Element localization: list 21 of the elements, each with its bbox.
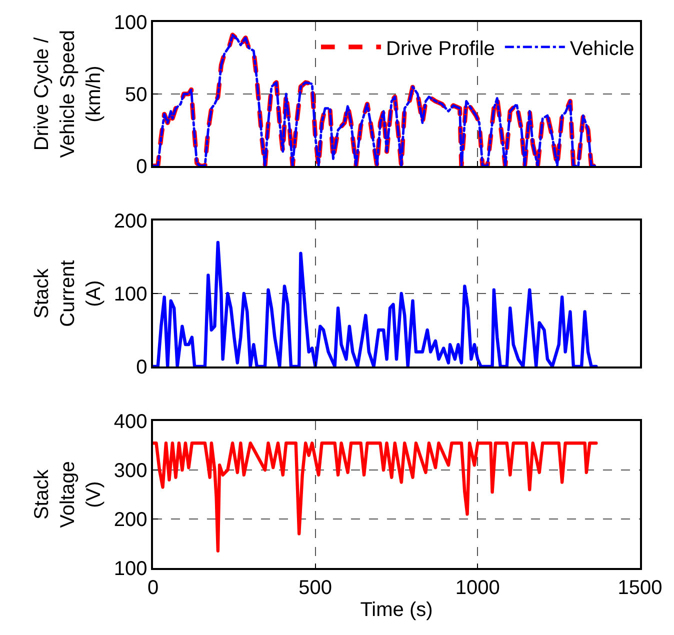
y-tick-label: 200: [114, 509, 148, 532]
y-tick-label: 100: [114, 284, 148, 306]
y-tick-label: 100: [114, 12, 148, 34]
x-tick-label: 500: [298, 576, 332, 599]
legend-label: Vehicle: [570, 38, 634, 60]
y-axis-title: Stack Current (A): [30, 260, 105, 327]
y-axis-title: Drive Cycle / Vehicle Speed (km/h): [30, 30, 105, 158]
y-tick-label: 300: [114, 460, 148, 482]
line-series: [153, 442, 598, 552]
y-tick-label: 100: [114, 558, 148, 580]
y-tick-label: 200: [114, 210, 148, 233]
y-tick-label: 50: [125, 84, 148, 106]
legend-label: Drive Profile: [386, 38, 495, 60]
line-series: [153, 240, 598, 366]
y-tick-label: 400: [114, 411, 148, 434]
x-axis-title: Time (s): [360, 598, 433, 621]
x-tick-label: 1500: [618, 576, 662, 599]
y-axis-title: Stack Voltage (V): [30, 461, 105, 528]
y-tick-label: 0: [136, 356, 148, 378]
y-tick-label: 0: [136, 156, 148, 178]
x-tick-label: 1000: [455, 576, 500, 599]
